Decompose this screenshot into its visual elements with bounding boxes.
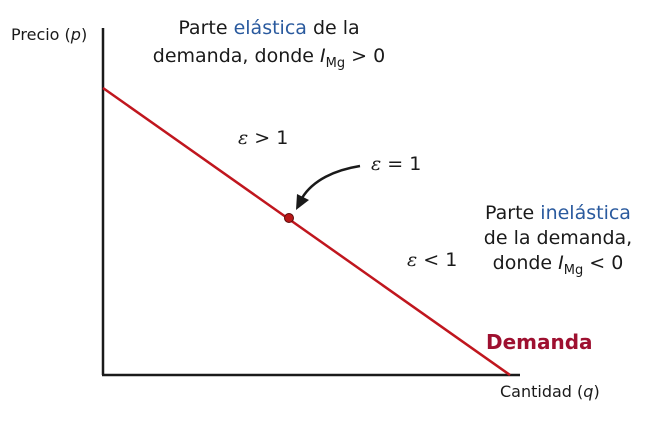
arrowhead-icon [296,194,309,210]
demand-curve-label: Demanda [486,330,593,354]
elasticity-greater-label: ε > 1 [238,127,288,149]
unit-elastic-point [284,213,294,223]
pointer-arrow [300,164,361,199]
elastic-part-note-line2: demanda, donde IMg > 0 [153,45,385,71]
demand-curve [102,86,511,377]
y-axis-label: Precio (p) [11,25,87,44]
elasticity-less-label: ε < 1 [407,249,457,271]
x-axis-label: Cantidad (q) [500,382,600,401]
inelastic-part-note-line1: Parte inelástica [485,202,631,224]
elastic-part-note-line1: Parte elástica de la [178,17,359,39]
elasticity-equal-label: ε = 1 [371,153,421,175]
inelastic-part-note-line2: de la demanda, [484,227,632,249]
inelastic-part-note-line3: donde IMg < 0 [493,252,624,278]
